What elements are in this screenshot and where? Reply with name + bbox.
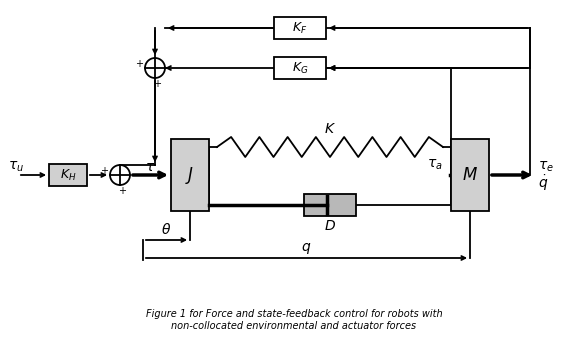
Text: $\tau_u$: $\tau_u$ [8, 160, 24, 174]
Circle shape [145, 58, 165, 78]
Text: $K_H$: $K_H$ [60, 168, 76, 183]
Text: $K_G$: $K_G$ [292, 61, 308, 76]
Bar [274, 17, 326, 39]
Text: $\dot{q}$: $\dot{q}$ [538, 173, 548, 193]
Text: +: + [118, 186, 126, 196]
Text: $J$: $J$ [185, 165, 195, 185]
Text: +: + [100, 166, 108, 176]
Text: $D$: $D$ [324, 219, 336, 233]
Bar [304, 194, 356, 216]
Bar [49, 164, 87, 186]
Text: $K$: $K$ [324, 122, 336, 136]
Bar [171, 139, 209, 211]
Text: +: + [135, 59, 143, 69]
Circle shape [110, 165, 130, 185]
Text: $q$: $q$ [302, 240, 312, 255]
Text: $K_F$: $K_F$ [292, 21, 308, 36]
Bar [274, 57, 326, 79]
Text: $\tau_e$: $\tau_e$ [538, 160, 554, 174]
Text: +: + [153, 79, 161, 89]
Text: $\tau$: $\tau$ [145, 160, 156, 174]
Text: $M$: $M$ [462, 166, 478, 184]
Text: $\theta$: $\theta$ [161, 223, 172, 237]
Bar [451, 139, 489, 211]
Text: $\tau_a$: $\tau_a$ [427, 158, 443, 172]
Text: Figure 1 for Force and state-feedback control for robots with
non-collocated env: Figure 1 for Force and state-feedback co… [146, 309, 442, 331]
